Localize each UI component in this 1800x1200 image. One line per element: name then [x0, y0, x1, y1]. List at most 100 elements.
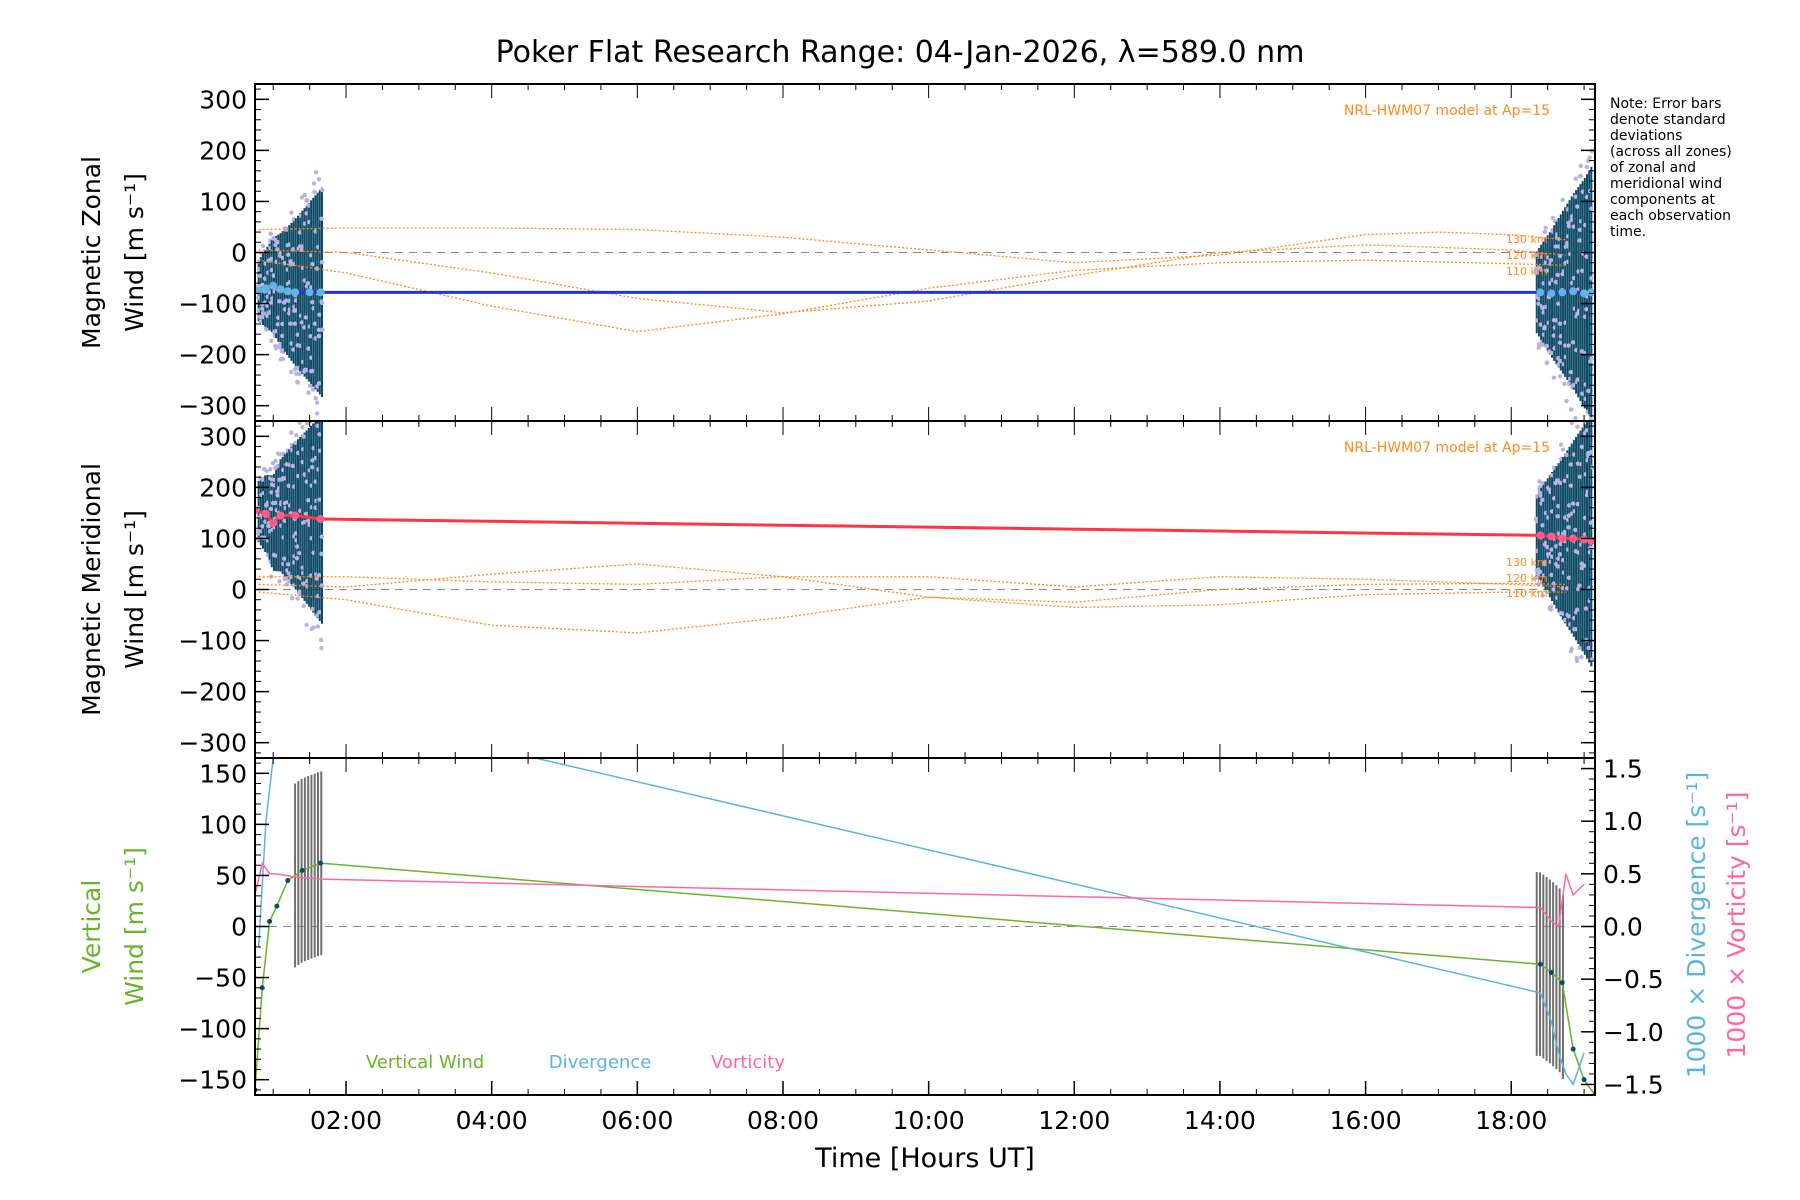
model-level-label: 130 km	[1506, 233, 1548, 246]
zone-point	[284, 462, 289, 467]
zone-point	[1551, 587, 1556, 592]
wind-point	[1536, 288, 1545, 297]
zone-point	[312, 189, 317, 195]
vertical-wind-point	[299, 867, 305, 873]
wind-point	[276, 285, 285, 294]
zone-point	[1566, 220, 1571, 226]
zone-point	[286, 562, 291, 567]
zone-point	[1566, 381, 1572, 387]
y-tick-label: 300	[199, 422, 247, 451]
vertical-wind-point	[267, 918, 273, 924]
zone-point	[1580, 391, 1585, 396]
y-axis-label-line2: Wind [m s⁻¹]	[120, 847, 149, 1006]
zone-point	[310, 465, 315, 470]
zone-point	[1555, 514, 1560, 519]
zone-point	[257, 273, 263, 278]
zone-point	[1553, 279, 1559, 285]
zone-point	[313, 170, 319, 175]
zone-point	[1557, 374, 1563, 379]
zone-point	[269, 256, 274, 262]
y-tick-label: 300	[199, 85, 247, 114]
zone-point	[1549, 472, 1554, 478]
zone-point	[302, 192, 307, 198]
zone-point	[264, 502, 269, 507]
chart-title: Poker Flat Research Range: 04-Jan-2026, …	[496, 35, 1305, 70]
zone-point	[277, 579, 282, 584]
zone-point	[310, 261, 315, 267]
panels: NRL-HWM07 model at Ap=15 130 km 120 km 110 …	[77, 83, 1751, 1174]
note-line: denote standard	[1610, 112, 1726, 128]
vertical-wind-point	[285, 878, 291, 884]
zone-point	[275, 489, 280, 494]
zone-point	[279, 348, 285, 354]
note-line: deviations	[1610, 128, 1682, 144]
zone-point	[275, 322, 281, 327]
right-axis-tick-label: 0.0	[1603, 913, 1643, 942]
y-axis-label-line1: Magnetic Meridional	[77, 463, 106, 716]
zone-point	[295, 544, 300, 549]
zone-point	[310, 606, 315, 612]
model-level-label: 120 km	[1506, 249, 1548, 262]
y-tick-label: −200	[178, 678, 247, 707]
zone-point	[320, 327, 325, 332]
zone-point	[1549, 547, 1554, 552]
zone-point	[289, 341, 294, 346]
zone-point	[1566, 343, 1571, 348]
zone-point	[263, 519, 268, 524]
zone-point	[280, 356, 286, 362]
zone-point	[1556, 556, 1561, 561]
x-tick-label: 18:00	[1475, 1106, 1547, 1135]
zone-point	[1540, 593, 1545, 598]
zone-point	[280, 321, 285, 327]
zone-point	[1557, 480, 1563, 486]
zone-point	[1545, 544, 1550, 550]
zone-point	[1555, 564, 1561, 569]
zone-point	[1551, 465, 1557, 471]
zone-point	[301, 325, 307, 330]
zone-point	[273, 458, 278, 464]
model-curve-130-km	[258, 227, 1566, 264]
zone-point	[260, 524, 265, 529]
zone-point	[1542, 561, 1547, 567]
zone-point	[295, 332, 300, 337]
y-tick-label: 0	[231, 576, 247, 605]
zone-point	[297, 230, 303, 235]
x-tick-label: 08:00	[747, 1106, 819, 1135]
model-level-label: 110 km	[1506, 587, 1548, 600]
note-line: components at	[1610, 192, 1716, 208]
y-axis-label-line2: Wind [m s⁻¹]	[120, 173, 149, 332]
zone-point	[1564, 240, 1570, 246]
zone-point	[1576, 550, 1581, 555]
zone-point	[1587, 155, 1592, 160]
zone-point	[1556, 503, 1561, 509]
y-tick-label: 100	[199, 524, 247, 553]
zone-point	[1566, 525, 1571, 530]
zone-point	[1540, 305, 1545, 311]
y-axis-label-line1: Vertical	[77, 880, 106, 974]
wind-point	[291, 288, 300, 297]
wind-point	[1547, 289, 1556, 298]
legend-vorticity: Vorticity	[711, 1052, 785, 1073]
model-label: NRL-HWM07 model at Ap=15	[1344, 440, 1550, 456]
zone-point	[1557, 552, 1563, 557]
x-tick-label: 12:00	[1038, 1106, 1110, 1135]
zone-point	[294, 433, 299, 438]
zone-point	[1573, 194, 1578, 199]
zone-point	[1584, 492, 1590, 498]
zone-point	[315, 624, 321, 629]
zone-point	[297, 550, 302, 556]
wind-point	[305, 288, 314, 297]
zone-point	[1571, 383, 1576, 388]
zone-point	[275, 493, 280, 498]
zone-point	[268, 506, 274, 512]
zone-point	[1560, 447, 1566, 452]
y-tick-label: 200	[199, 136, 247, 165]
wind-point	[255, 286, 263, 295]
zone-point	[1557, 340, 1563, 345]
zone-point	[1577, 474, 1583, 480]
zone-point	[311, 625, 316, 630]
wind-point	[1547, 532, 1556, 541]
vertical-wind-point	[1581, 1077, 1587, 1083]
